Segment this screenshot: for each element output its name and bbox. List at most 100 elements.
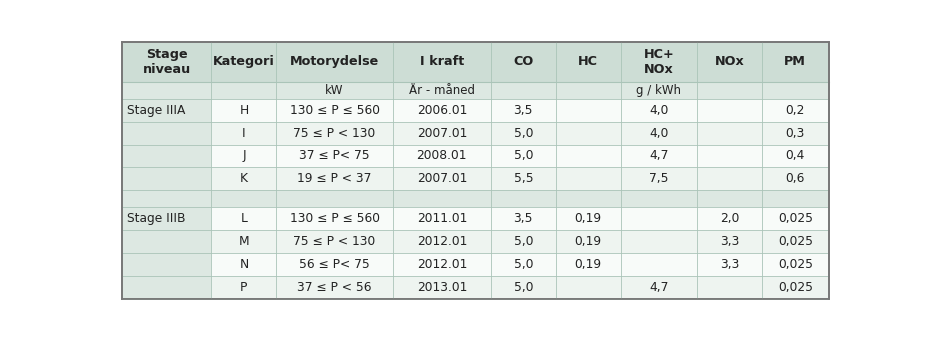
Bar <box>393 230 491 253</box>
Bar <box>621 167 697 190</box>
Bar <box>697 207 762 230</box>
Bar <box>491 145 556 167</box>
Bar <box>556 207 621 230</box>
Bar <box>556 99 621 122</box>
Bar <box>211 253 276 276</box>
Bar <box>556 122 621 145</box>
Text: 5,0: 5,0 <box>514 281 533 294</box>
Text: PM: PM <box>784 55 806 68</box>
Bar <box>393 276 491 299</box>
Text: 0,025: 0,025 <box>778 258 813 271</box>
Bar <box>211 145 276 167</box>
Bar <box>121 82 211 99</box>
Bar <box>762 207 829 230</box>
Text: I: I <box>242 127 246 140</box>
Bar <box>276 145 393 167</box>
Bar <box>276 42 393 82</box>
Bar <box>697 42 762 82</box>
Bar <box>762 42 829 82</box>
Bar <box>556 230 621 253</box>
Bar <box>621 207 697 230</box>
Bar <box>491 207 556 230</box>
Text: g / kWh: g / kWh <box>637 84 681 97</box>
Text: 2007.01: 2007.01 <box>416 172 467 185</box>
Bar <box>211 207 276 230</box>
Text: 75 ≤ P < 130: 75 ≤ P < 130 <box>294 235 375 248</box>
Bar <box>491 230 556 253</box>
Bar <box>211 42 276 82</box>
Text: 56 ≤ P< 75: 56 ≤ P< 75 <box>299 258 370 271</box>
Text: 4,0: 4,0 <box>649 127 668 140</box>
Text: 3,5: 3,5 <box>514 212 533 225</box>
Bar <box>491 253 556 276</box>
Text: 0,19: 0,19 <box>575 235 602 248</box>
Text: 4,7: 4,7 <box>649 150 668 162</box>
Bar <box>393 122 491 145</box>
Bar <box>621 230 697 253</box>
Text: 19 ≤ P < 37: 19 ≤ P < 37 <box>298 172 372 185</box>
Bar <box>121 145 211 167</box>
Bar <box>491 122 556 145</box>
Text: Stage
niveau: Stage niveau <box>143 48 191 76</box>
Text: 3,3: 3,3 <box>720 258 739 271</box>
Text: 5,0: 5,0 <box>514 150 533 162</box>
Text: 2011.01: 2011.01 <box>416 212 467 225</box>
Text: 0,6: 0,6 <box>785 172 805 185</box>
Text: K: K <box>240 172 248 185</box>
Text: År - måned: År - måned <box>409 84 475 97</box>
Text: NOx: NOx <box>715 55 744 68</box>
Bar <box>697 253 762 276</box>
Bar <box>393 42 491 82</box>
Text: 2006.01: 2006.01 <box>416 104 467 117</box>
Text: 0,025: 0,025 <box>778 235 813 248</box>
Bar <box>121 190 829 207</box>
Text: 0,4: 0,4 <box>785 150 805 162</box>
Bar <box>491 276 556 299</box>
Bar <box>276 122 393 145</box>
Text: 0,025: 0,025 <box>778 212 813 225</box>
Bar <box>393 253 491 276</box>
Bar <box>121 207 211 230</box>
Text: J: J <box>242 150 246 162</box>
Text: 130 ≤ P ≤ 560: 130 ≤ P ≤ 560 <box>289 212 379 225</box>
Bar <box>393 167 491 190</box>
Bar <box>276 253 393 276</box>
Bar <box>491 42 556 82</box>
Bar <box>762 276 829 299</box>
Text: Stage IIIA: Stage IIIA <box>127 104 185 117</box>
Bar <box>393 207 491 230</box>
Bar <box>621 253 697 276</box>
Bar <box>121 276 211 299</box>
Bar <box>393 145 491 167</box>
Bar <box>121 253 211 276</box>
Bar <box>621 42 697 82</box>
Bar <box>491 167 556 190</box>
Bar <box>762 122 829 145</box>
Bar <box>276 99 393 122</box>
Bar <box>621 276 697 299</box>
Text: CO: CO <box>514 55 533 68</box>
Bar <box>621 99 697 122</box>
Bar <box>697 276 762 299</box>
Bar <box>121 230 211 253</box>
Text: 75 ≤ P < 130: 75 ≤ P < 130 <box>294 127 375 140</box>
Bar <box>697 99 762 122</box>
Bar <box>211 122 276 145</box>
Text: 2012.01: 2012.01 <box>416 258 467 271</box>
Text: HC: HC <box>578 55 598 68</box>
Bar <box>556 145 621 167</box>
Bar <box>276 276 393 299</box>
Bar <box>556 167 621 190</box>
Text: Motorydelse: Motorydelse <box>290 55 379 68</box>
Bar <box>276 167 393 190</box>
Bar <box>697 230 762 253</box>
Text: I kraft: I kraft <box>420 55 464 68</box>
Bar <box>121 42 211 82</box>
Text: 4,0: 4,0 <box>649 104 668 117</box>
Text: 2013.01: 2013.01 <box>416 281 467 294</box>
Bar <box>762 145 829 167</box>
Bar <box>762 82 829 99</box>
Bar <box>697 122 762 145</box>
Text: 7,5: 7,5 <box>649 172 668 185</box>
Bar <box>621 122 697 145</box>
